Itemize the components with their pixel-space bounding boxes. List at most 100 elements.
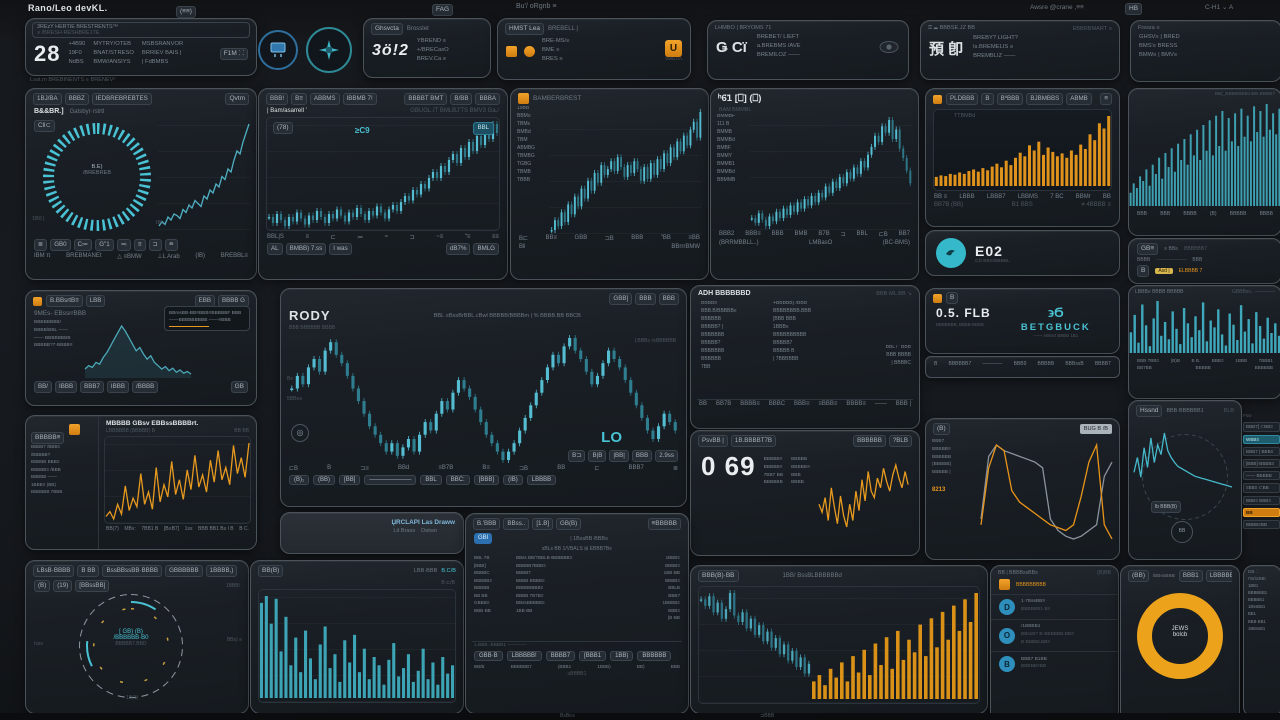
p7-left-labels: BBBBBBBB/BBBB/BBL —— —— BBBBBBBB BBBBB?7·B…	[34, 320, 73, 349]
p16-tabs[interactable]: LBsB·BBBB B BB BssBBssBB·BBBB GBBBBBB 1BBBB,…	[33, 565, 238, 577]
p1-chips[interactable]: 1BJ/BA BBBZ IEDBREBREBTES	[33, 93, 152, 105]
p17-legend-3: B ⊏/B	[441, 580, 455, 586]
p1-menu-chip[interactable]: Qvtm	[225, 93, 249, 105]
p21-chip[interactable]: (BB)	[1128, 570, 1149, 582]
top-chip-hb[interactable]: HB	[1125, 3, 1143, 15]
p8-side-title[interactable]: BBBBB≡	[31, 432, 65, 444]
hpf-rows: GHSV≡ | BRED BMS'≡ BRESS BMW≡ | BMV≡	[1139, 34, 1180, 58]
orange-tool-icon[interactable]	[506, 45, 517, 57]
p15-title-chip[interactable]: Hssnd	[1136, 405, 1163, 417]
panel-orange-bars: PLDBBB B BºBBB BJBMBBS ABMB ≡ TTBMBd BB ≡ LBB…	[925, 88, 1120, 227]
p8-orange-icon[interactable]	[68, 424, 80, 435]
p7-footer-right[interactable]: GB	[230, 381, 248, 393]
stat-col-3: MSBSRANVOR BRRIEV BAIS | | FdBMBS	[141, 41, 184, 65]
p11-chips-right[interactable]: BBBBBB ?BLB	[853, 435, 912, 447]
candlestick-chart[interactable]	[699, 587, 811, 677]
bar-chart[interactable]	[259, 590, 455, 702]
sparkline-chart[interactable]	[818, 459, 909, 531]
p15-circle-button[interactable]: BB	[1171, 521, 1193, 543]
candlestick-chart-main[interactable]	[289, 332, 678, 464]
hpc-title-chip[interactable]: HMST Lea	[505, 23, 544, 35]
bar-chart[interactable]	[934, 110, 1111, 190]
bar-chart[interactable]	[811, 587, 979, 703]
p18-buttons[interactable]: GBB·B LBBBBB! BBBB7 [BBB1 1BB) BBBBBB	[466, 649, 688, 663]
p7-footer-chips[interactable]: BB/IBBB BBB7 IBBB/BBBB	[34, 381, 159, 393]
p15-side-orange-chip[interactable]: BB	[1243, 508, 1280, 517]
eye-icon[interactable]	[878, 40, 900, 54]
hpb-title-chip[interactable]: Ghsvcta	[371, 23, 403, 35]
p7-orange-icon[interactable]	[33, 296, 42, 306]
p2-footer-right[interactable]: dB7% BMLG	[445, 243, 499, 255]
p10-footer[interactable]: BB BB7B BBBB≡ BBBC BBB≡ ≡BBB≡ BBBB≡ —— BBB |	[699, 401, 911, 407]
trend-line-chart[interactable]	[158, 118, 250, 230]
p2-footer-left[interactable]: AL BMBB) 7.ss I was	[267, 243, 352, 255]
p18-chips[interactable]: B.'BBB BBss.. [1.B] GB(B)	[473, 518, 582, 530]
p6b-chip-1[interactable]: GB≡	[1137, 243, 1159, 255]
p2-price-badge[interactable]: BBL	[472, 122, 494, 135]
p13-badge[interactable]: BUG B /B	[1079, 424, 1112, 434]
hpe-title: ⚿ ☰ BBBSE.JZ BB	[928, 25, 975, 31]
p6b-yellow-chip[interactable]: Asd |	[1155, 268, 1173, 274]
teal-logo-icon[interactable]	[936, 238, 966, 268]
p15-side-items[interactable]: BBB7 | BBB≡ [BBB]·BBBB≡ —— BBBBB ≡BB≡ ⊂BB BB…	[1243, 447, 1280, 505]
p15-chip[interactable]: lb BBB(B)	[1151, 501, 1181, 513]
candlestick-chart[interactable]	[750, 114, 912, 230]
p20-avatar-b[interactable]: B	[999, 656, 1015, 673]
p15-side-item[interactable]: BBB7] ⊂BB≡	[1243, 422, 1280, 432]
sparkline-chart[interactable]	[1133, 427, 1233, 491]
p7-chips-right[interactable]: EBB BBBB G	[194, 295, 249, 307]
monitor-icon-button[interactable]	[258, 30, 298, 70]
top-chip-1[interactable]: (≡≡)	[176, 6, 196, 18]
p20-orange-icon[interactable]	[999, 579, 1010, 590]
p3-orange-icon[interactable]	[518, 93, 529, 104]
header-toggle[interactable]: F1M ⸬	[219, 48, 248, 61]
p16-chips[interactable]: (B) (19) [BBssBB]	[34, 580, 110, 592]
p12b-chips[interactable]: B BBBBBB7 ———— BBB9 BBBBB BBBssB BBBB7	[934, 361, 1111, 367]
p7-chips[interactable]: B.BBsrtB≡ LBB	[46, 295, 106, 307]
p20-avatar-d[interactable]: D	[999, 599, 1015, 615]
panel-candle-4: ʰ6̈1 [⎕] (⎕) BAM BMMBL BMMBF 111 B BMMB BMM…	[710, 88, 919, 280]
p22-title-2: ГBrbzBBt	[1248, 576, 1266, 581]
p15-side-item-last[interactable]: BBBB≡BB	[1243, 520, 1280, 529]
top-chip-2[interactable]: FAG	[432, 4, 454, 16]
p11-chips[interactable]: PsvBB | 1B.BBBBT7B	[698, 435, 777, 447]
bar-chart-dense[interactable]	[1129, 98, 1280, 210]
p2-chips-right[interactable]: BBBBT BMT B/BB BBBA	[404, 93, 500, 105]
p18-chip-right[interactable]: ≡BBBBB	[647, 518, 681, 530]
p20-avatar-o[interactable]: O	[999, 627, 1015, 644]
p19-chip[interactable]: BBB(B)·BB	[698, 570, 739, 582]
hpc-badge[interactable]: U	[665, 40, 682, 58]
p1-mini-icon[interactable]: C‖⊂	[34, 120, 55, 132]
area-line-chart[interactable]	[84, 320, 192, 378]
p6b-progress-line: ——————	[1156, 257, 1187, 263]
p5-orange-icon[interactable]	[933, 94, 942, 104]
p9-chips[interactable]: GBB] BBB BBB	[609, 293, 679, 305]
candlestick-chart[interactable]	[550, 106, 702, 234]
p18-blue-badge[interactable]: GBI	[474, 533, 493, 544]
polyline-network-chart[interactable]	[980, 439, 1113, 543]
compass-icon-button[interactable]	[306, 27, 352, 73]
p9-toolbar[interactable]: (B)₁ (BB) [BB] ——————— BBL BBC: [BBB] (IB) LBBBB	[281, 473, 686, 487]
panel-label-strip: ЏRCLAPI Las Draww Lit Brass Datwo	[280, 512, 464, 554]
p5-menu-chip[interactable]: ≡	[1100, 93, 1112, 105]
target-icon[interactable]: ◎	[291, 424, 309, 442]
noise-bar-chart[interactable]	[1129, 295, 1280, 357]
orange-dot-icon[interactable]	[524, 45, 535, 57]
p2-chips[interactable]: BBB! B≡ ABBMS IBBMB 7!	[266, 93, 377, 105]
p15-side-teal-chip[interactable]: WBB≡	[1243, 435, 1280, 444]
p15-side-label: Fssr	[1243, 413, 1252, 418]
p12-orange-icon[interactable]	[933, 293, 942, 303]
stat-col-1: +4B90 19F0 NdBS	[68, 41, 86, 65]
p12-chip[interactable]: B	[946, 292, 959, 304]
spiky-line-chart[interactable]	[105, 437, 250, 523]
p17-chip[interactable]: BB(B)	[258, 565, 284, 577]
top-chip-ch[interactable]: C-H1 ⌄ A	[1205, 4, 1234, 11]
p6b-chip-2[interactable]: B	[1137, 265, 1150, 277]
p1-chip-row[interactable]: ≣ GB0 C≔ G"1 ≕ ≡ ⊐ ≘	[26, 238, 256, 252]
p13-chip[interactable]: (B)	[933, 423, 950, 435]
candlestick-chart[interactable]	[267, 118, 499, 230]
p9-corner-chips[interactable]: B⊐ B|B |BB| BBB 2.9ss	[568, 450, 678, 462]
p22-items[interactable]: 1BB1 BBBBBB1 BBBBB1 1BssBB1 BB1 BBB·BB1 1BBssB…	[1248, 583, 1268, 631]
p5-chips[interactable]: PLDBBB B BºBBB BJBMBBS ABMB	[946, 93, 1092, 105]
